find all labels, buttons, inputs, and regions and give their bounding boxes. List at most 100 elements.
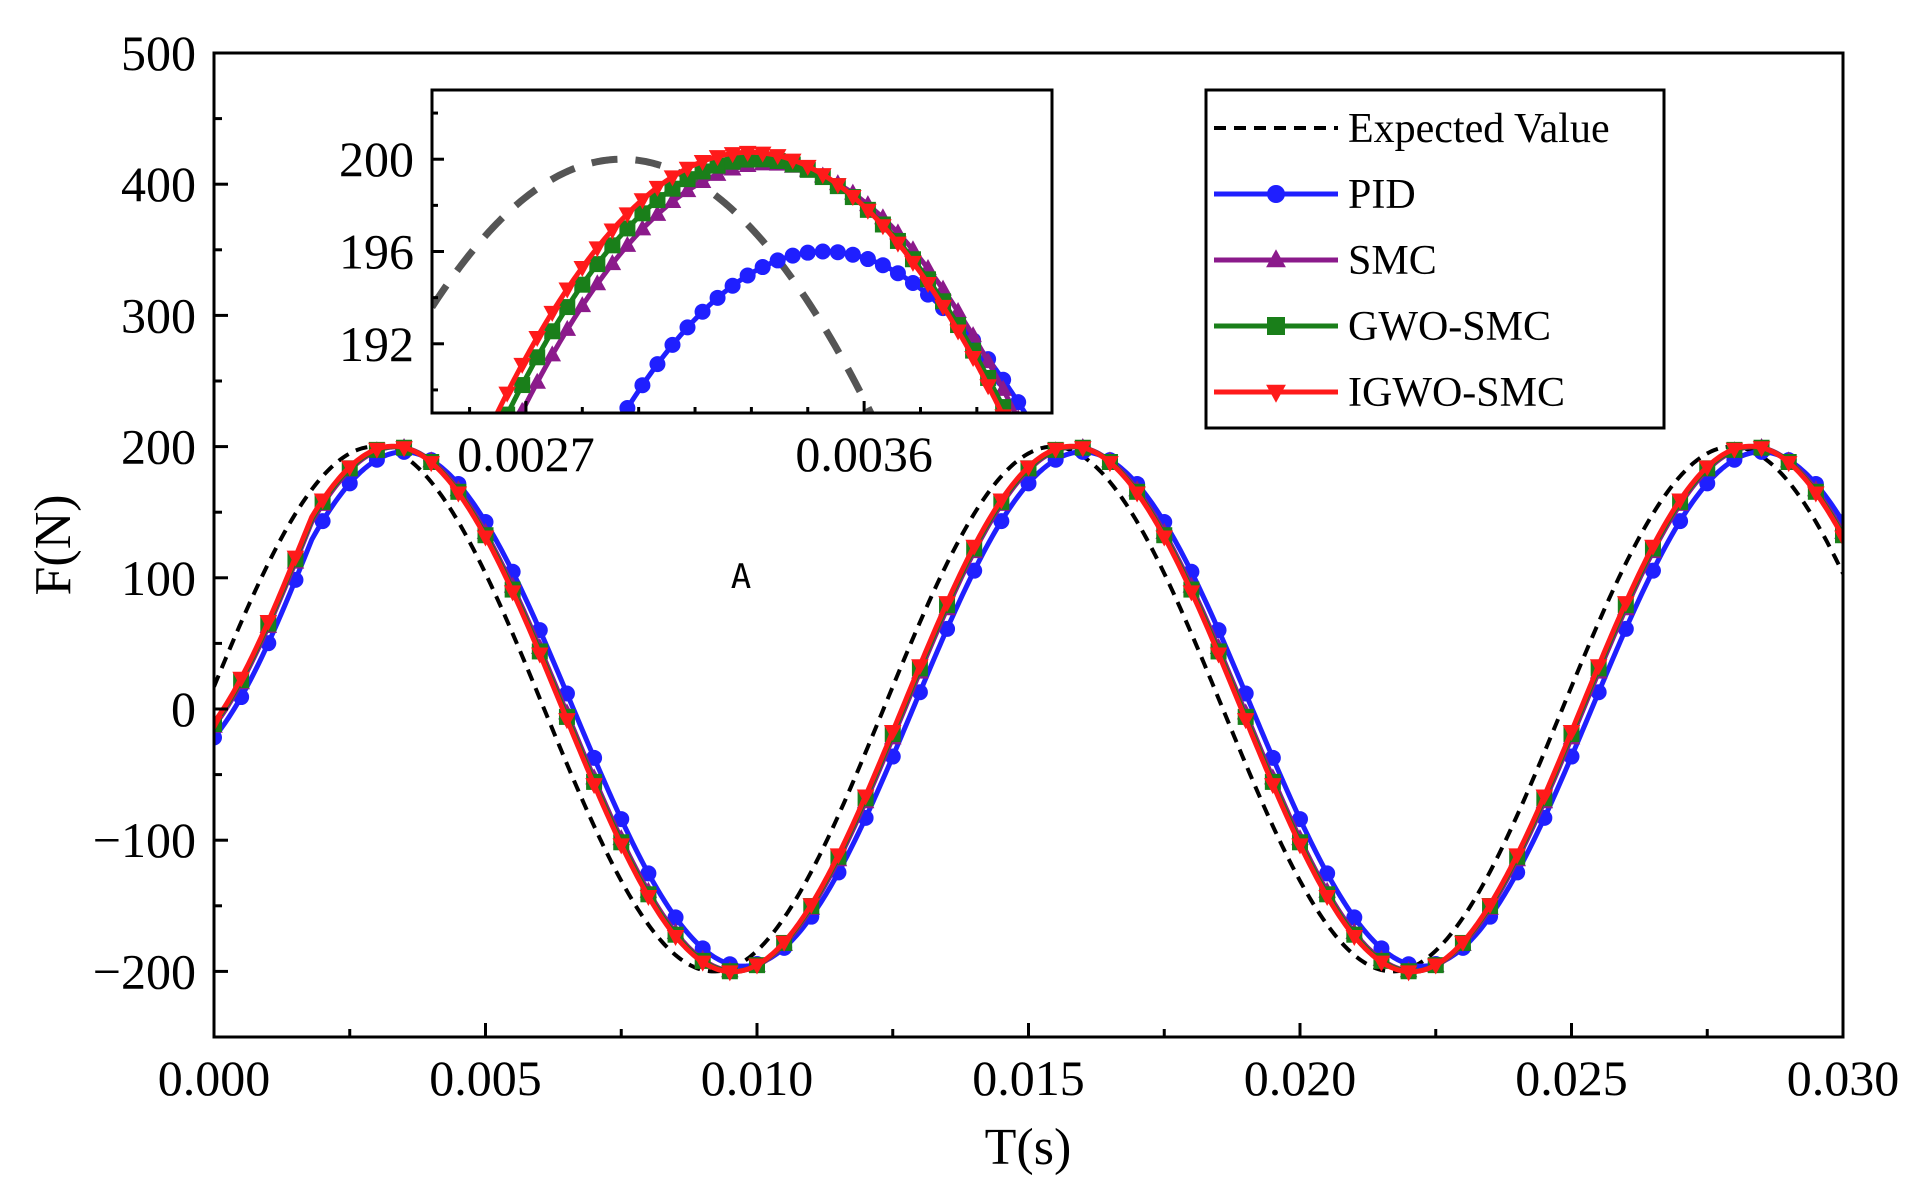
inset-data-point: [499, 645, 515, 661]
y-tick-label: 100: [121, 550, 196, 606]
series-expected-value: [214, 444, 1843, 974]
data-point: [1318, 890, 1336, 907]
inset-data-point: [694, 303, 711, 320]
series-igwo-smc: [214, 441, 1843, 982]
inset-data-point: [424, 853, 440, 869]
inset-data-point: [678, 181, 697, 198]
inset-data-point: [604, 237, 621, 254]
data-point: [259, 615, 278, 632]
inset-data-point: [544, 540, 560, 556]
inset-data-point: [889, 236, 907, 253]
inset-data-point: [499, 406, 516, 413]
inset-data-point: [453, 536, 471, 552]
inset-data-point: [1039, 510, 1057, 526]
series-line: [214, 444, 1843, 974]
x-tick-label: 0.005: [429, 1050, 542, 1106]
data-point: [1291, 838, 1309, 855]
inset-data-point: [859, 251, 876, 268]
data-point: [314, 513, 331, 530]
data-point: [802, 898, 821, 915]
inset-data-point: [1010, 430, 1026, 446]
inset-data-point: [603, 223, 622, 240]
y-axis-title: F(N): [25, 494, 82, 595]
data-point: [1399, 965, 1418, 982]
data-point: [1617, 620, 1634, 637]
inset-data-point: [844, 189, 862, 206]
data-point: [341, 475, 358, 492]
inset-data-point: [603, 254, 622, 271]
x-tick-label: 0.030: [1787, 1050, 1900, 1106]
data-point: [775, 935, 793, 952]
inset-data-point: [649, 356, 666, 373]
legend-marker: [1266, 249, 1286, 268]
inset-y-tick-label: 192: [339, 316, 414, 372]
data-point: [883, 725, 902, 742]
series-smc: [214, 438, 1843, 978]
inset-data-point: [693, 155, 712, 172]
data-point: [639, 890, 658, 907]
inset-data-point: [994, 379, 1012, 396]
inset-data-point: [633, 193, 652, 210]
inset-data-point: [634, 377, 651, 394]
data-point: [1779, 456, 1798, 473]
legend-marker: [1267, 317, 1285, 335]
inset-data-point: [514, 377, 531, 394]
data-point: [1644, 539, 1662, 556]
data-point: [1019, 460, 1038, 477]
data-point: [1372, 955, 1391, 972]
data-point: [1807, 486, 1825, 503]
y-tick-label: 500: [121, 25, 196, 81]
legend-label: IGWO-SMC: [1348, 370, 1565, 416]
inset-data-point: [559, 509, 575, 525]
inset-data-point: [648, 204, 667, 221]
inset-data-point: [528, 331, 547, 348]
data-point: [1672, 513, 1689, 530]
inset-data-point: [528, 372, 547, 389]
inset-data-point: [964, 351, 982, 368]
inset-data-point: [544, 323, 561, 340]
inset-series-expected-value: [432, 155, 875, 413]
inset-data-point: [619, 220, 636, 237]
data-point: [340, 460, 359, 477]
data-point: [531, 647, 549, 664]
inset-data-point: [979, 379, 997, 396]
data-point: [1182, 585, 1201, 602]
data-point: [1535, 789, 1554, 806]
inset-data-point: [813, 168, 832, 185]
data-point: [422, 456, 440, 473]
inset-data-point: [739, 267, 756, 284]
inset-data-point: [694, 163, 711, 180]
series-gwo-smc: [214, 439, 1843, 980]
inset-data-point: [979, 352, 997, 369]
inset-data-point: [859, 203, 877, 220]
legend: Expected Value PID SMC GWO-SMC IGWO-SMC: [1204, 88, 1666, 430]
inset-data-point: [574, 276, 591, 293]
series-line: [214, 444, 1843, 974]
inset-data-point: [663, 192, 682, 209]
inset-x-tick-label: 0.0027: [457, 426, 595, 482]
data-point: [395, 441, 413, 458]
inset-data-point: [814, 243, 831, 260]
data-point: [693, 955, 712, 972]
legend-label: SMC: [1348, 238, 1437, 284]
inset-data-point: [618, 207, 637, 224]
inset-data-point: [874, 257, 891, 274]
inset-data-point: [738, 145, 757, 162]
legend-entry: IGWO-SMC: [1214, 370, 1565, 416]
data-point: [476, 530, 495, 547]
inset-data-point: [604, 425, 620, 441]
inset-data-point: [679, 171, 696, 188]
main-axes: 0.000 0.005 0.010 0.015 0.020 0.025 0.030 −200 −…: [93, 25, 1899, 1106]
series-line: [214, 449, 1843, 969]
data-point: [214, 729, 222, 746]
inset-data-point: [573, 261, 592, 278]
main-plot-series: [214, 438, 1843, 982]
inset-data-point: [439, 542, 455, 558]
data-point: [1345, 929, 1364, 946]
x-tick-label: 0.000: [158, 1050, 271, 1106]
inset-data-point: [558, 282, 577, 299]
data-point: [748, 958, 766, 975]
series-pid: [214, 443, 1843, 973]
